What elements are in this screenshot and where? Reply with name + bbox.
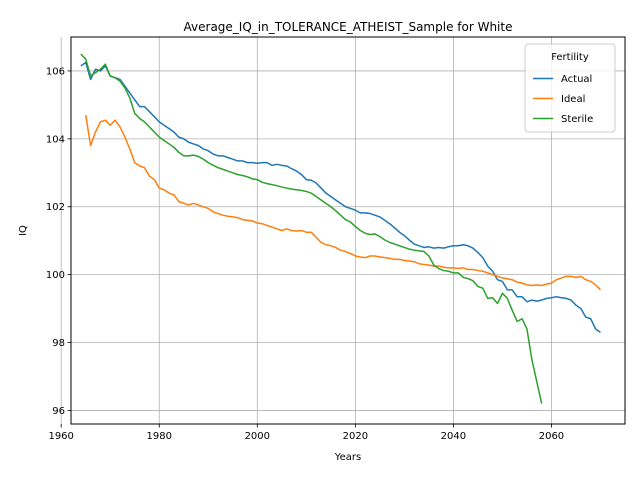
- x-tick-label: 2040: [441, 431, 466, 442]
- legend-title: Fertility: [551, 52, 589, 63]
- series-lines: [80, 53, 602, 404]
- y-tick-label: 106: [46, 66, 65, 77]
- series-line-sterile: [80, 53, 543, 404]
- y-tick-label: 96: [52, 406, 65, 417]
- y-tick-label: 100: [46, 270, 65, 281]
- legend-label-sterile: Sterile: [561, 114, 593, 125]
- x-tick-label: 2020: [343, 431, 368, 442]
- legend-label-ideal: Ideal: [561, 94, 585, 105]
- legend-entries: Actual Ideal Sterile: [533, 74, 593, 125]
- plot-frame: [70, 36, 626, 425]
- x-tick-label: 2000: [245, 431, 270, 442]
- x-tick-label: 2060: [539, 431, 564, 442]
- y-axis-ticks: 96 98 100 102 104 106: [46, 66, 71, 417]
- x-tick-label: 1980: [147, 431, 172, 442]
- y-tick-label: 98: [52, 338, 65, 349]
- series-line-actual: [80, 61, 601, 333]
- x-tick-label: 1960: [48, 431, 73, 442]
- x-axis-label: Years: [334, 452, 361, 463]
- y-tick-label: 104: [46, 134, 65, 145]
- legend: Fertility Actual Ideal Sterile: [524, 43, 616, 133]
- legend-label-actual: Actual: [561, 74, 592, 85]
- legend-box: [524, 43, 616, 133]
- y-axis-label: IQ: [18, 225, 29, 236]
- chart-title: Average_IQ_in_TOLERANCE_ATHEIST_Sample f…: [184, 20, 513, 34]
- x-axis-ticks: 1960 1980 2000 2020 2040 2060: [48, 424, 564, 442]
- y-tick-label: 102: [46, 202, 65, 213]
- series-line-ideal: [84, 114, 602, 291]
